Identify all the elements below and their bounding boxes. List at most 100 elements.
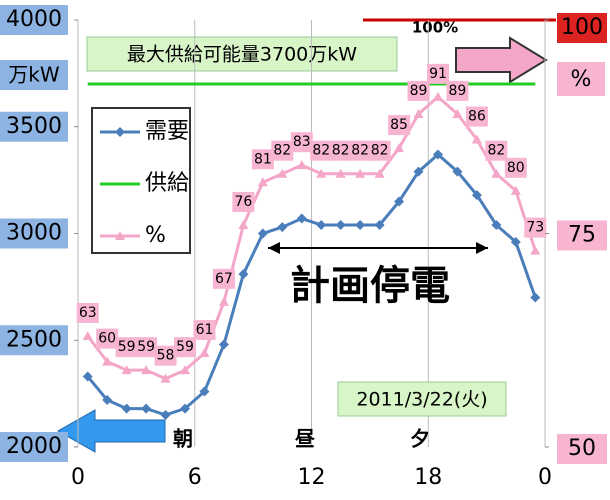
data-point [257,177,268,187]
y2-tick-label: 100 [561,15,603,40]
data-point [160,373,171,383]
data-label-box [135,337,158,358]
y-tick-box [0,325,68,356]
data-label: 82 [312,143,330,159]
y-tick-label: 4000 [6,7,62,32]
data-label: 59 [176,339,194,355]
data-point [238,219,249,229]
y2-tick-label: 50 [568,436,596,461]
y-tick-label: 2500 [6,327,62,352]
data-point [102,356,113,366]
y-tick-box [0,5,68,35]
data-point [277,222,288,233]
supply-note: 最大供給可能量3700万kW [127,44,357,66]
data-point [218,339,229,350]
data-label: 59 [137,339,155,355]
data-point [491,168,502,178]
data-label-box [329,140,352,161]
max-line-label: 100% [412,19,458,37]
data-label-box [174,337,197,358]
data-label: 82 [332,143,350,159]
data-label-box [504,157,527,178]
y-tick-label: 3500 [6,114,62,139]
data-point [355,168,366,178]
outage-label: 計画停電 [290,263,450,309]
data-label: 91 [429,66,447,82]
date-label: 2011/3/22(火) [356,389,487,411]
series-line [86,94,537,381]
data-point [432,91,443,101]
data-point [257,228,268,239]
data-point [510,185,521,195]
data-point [452,108,463,118]
data-point [296,160,307,170]
data-label: 58 [157,348,175,364]
data-label: 61 [196,322,214,338]
legend-label: % [145,223,166,248]
data-point [471,134,482,144]
data-point [316,219,327,230]
data-label: 81 [254,151,272,167]
data-label: 82 [273,143,291,159]
data-label: 86 [468,109,486,125]
data-point [452,166,463,177]
y2-label-box [557,62,605,96]
x-tick-label: 18 [414,465,442,490]
x-tick-label: 12 [298,465,326,490]
data-label-box [154,345,177,366]
data-label-box [485,140,508,161]
legend-marker [115,127,125,137]
data-point [141,365,152,375]
data-label-box [232,191,255,212]
data-label: 80 [507,160,525,176]
blue-arrow [56,409,166,453]
data-point [121,365,132,375]
data-label: 73 [526,220,544,236]
data-point [296,213,307,224]
data-label: 85 [390,117,408,133]
data-point [180,403,191,414]
data-point [374,168,385,178]
data-point [530,245,541,255]
data-label: 76 [234,194,252,210]
data-label: 82 [371,143,389,159]
data-label-box [446,80,469,101]
data-point [394,143,405,153]
data-point [141,403,152,414]
date-box [337,381,507,417]
y2-axis-label: % [571,67,592,92]
data-label: 63 [79,305,97,321]
arrow-head [476,242,488,254]
x-tick-label: 0 [71,465,85,490]
period-label: 昼 [295,427,315,451]
data-point [102,395,113,406]
data-point [121,403,132,414]
y-tick-label: 2000 [6,434,62,459]
data-label-box [368,140,391,161]
data-label-box [96,328,119,349]
data-point [355,219,366,230]
data-label: 83 [293,134,311,150]
y-tick-box [0,111,68,142]
data-label: 60 [98,331,116,347]
data-point [82,371,93,382]
legend-marker [115,231,125,240]
data-point [471,190,482,201]
y2-tick-box [557,13,607,43]
data-label-box [407,80,430,101]
y2-tick-box [557,220,607,251]
data-point [277,168,288,178]
data-point [530,292,541,303]
data-label-box [251,149,274,170]
data-point [374,219,385,230]
period-label: 朝 [173,427,193,451]
data-point [238,269,249,280]
data-point [160,409,171,420]
data-point [335,219,346,230]
supply-note-box [86,36,398,72]
data-label-box [76,302,99,323]
y-tick-box [0,432,68,462]
data-point [199,386,210,397]
data-label-box [388,115,411,136]
